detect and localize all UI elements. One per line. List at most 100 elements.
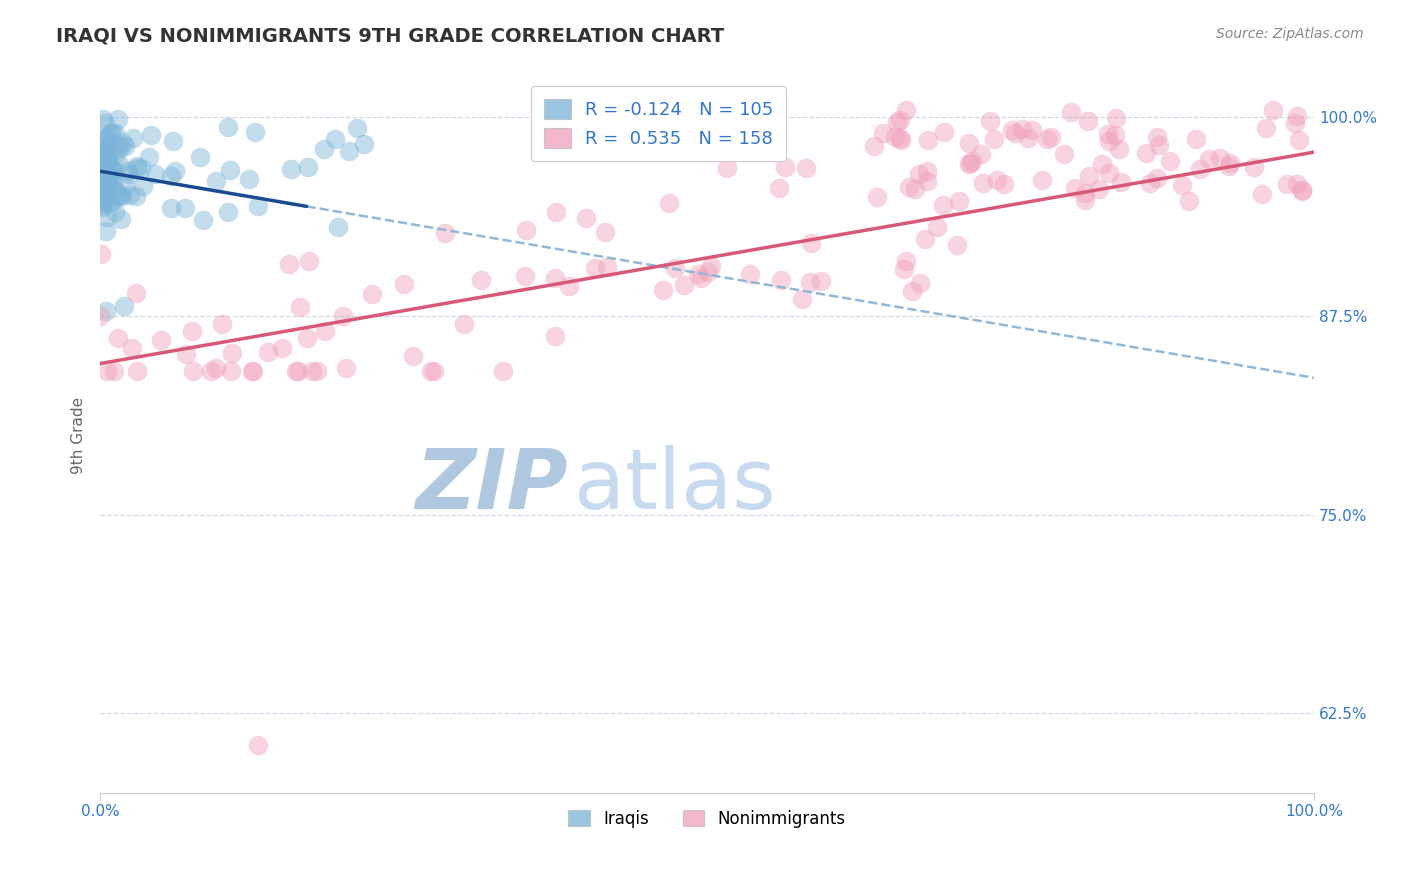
Point: [181, 324, 204, 338]
Point: [948, 194, 970, 208]
Point: [889, 131, 911, 145]
Point: [361, 287, 384, 301]
Point: [491, 364, 513, 378]
Point: [1077, 113, 1099, 128]
Point: [1286, 109, 1309, 123]
Point: [174, 346, 197, 360]
Point: [872, 126, 894, 140]
Point: [979, 114, 1001, 128]
Point: [93, 178, 115, 192]
Point: [1285, 177, 1308, 191]
Point: [1291, 183, 1313, 197]
Point: [143, 167, 166, 181]
Point: [740, 267, 762, 281]
Point: [558, 279, 581, 293]
Text: atlas: atlas: [574, 444, 775, 525]
Point: [114, 139, 136, 153]
Point: [91, 112, 114, 126]
Point: [897, 179, 920, 194]
Point: [894, 253, 917, 268]
Point: [217, 205, 239, 219]
Point: [1098, 166, 1121, 180]
Point: [790, 293, 813, 307]
Point: [90, 166, 112, 180]
Point: [94, 186, 117, 201]
Point: [200, 364, 222, 378]
Point: [211, 317, 233, 331]
Point: [97, 155, 120, 169]
Point: [957, 157, 980, 171]
Point: [686, 267, 709, 281]
Point: [277, 258, 299, 272]
Point: [1004, 126, 1026, 140]
Point: [149, 333, 172, 347]
Point: [298, 254, 321, 268]
Point: [101, 174, 124, 188]
Y-axis label: 9th Grade: 9th Grade: [72, 396, 86, 474]
Point: [1073, 186, 1095, 201]
Point: [129, 161, 152, 176]
Point: [1146, 170, 1168, 185]
Point: [104, 126, 127, 140]
Point: [1021, 123, 1043, 137]
Point: [205, 174, 228, 188]
Point: [1275, 178, 1298, 192]
Point: [544, 328, 567, 343]
Point: [1261, 103, 1284, 117]
Point: [111, 136, 134, 151]
Point: [219, 364, 242, 378]
Point: [100, 194, 122, 209]
Point: [287, 364, 309, 378]
Text: Source: ZipAtlas.com: Source: ZipAtlas.com: [1216, 27, 1364, 41]
Point: [664, 261, 686, 276]
Point: [90, 190, 112, 204]
Point: [946, 238, 969, 252]
Point: [420, 364, 443, 378]
Point: [1284, 116, 1306, 130]
Point: [132, 179, 155, 194]
Point: [246, 199, 269, 213]
Point: [271, 341, 294, 355]
Point: [97, 130, 120, 145]
Point: [295, 331, 318, 345]
Point: [193, 213, 215, 227]
Point: [1291, 184, 1313, 198]
Point: [139, 128, 162, 142]
Point: [159, 169, 181, 183]
Point: [889, 113, 911, 128]
Point: [1040, 130, 1063, 145]
Point: [96, 364, 118, 378]
Point: [97, 170, 120, 185]
Point: [96, 144, 118, 158]
Point: [160, 201, 183, 215]
Point: [1149, 137, 1171, 152]
Point: [94, 142, 117, 156]
Point: [323, 132, 346, 146]
Point: [242, 364, 264, 378]
Point: [1097, 127, 1119, 141]
Point: [101, 177, 124, 191]
Point: [917, 133, 939, 147]
Point: [903, 182, 925, 196]
Point: [96, 304, 118, 318]
Point: [716, 161, 738, 175]
Point: [690, 271, 713, 285]
Point: [1064, 180, 1087, 194]
Point: [91, 200, 114, 214]
Point: [111, 189, 134, 203]
Point: [301, 364, 323, 378]
Point: [91, 142, 114, 156]
Point: [1219, 155, 1241, 169]
Point: [97, 180, 120, 194]
Point: [94, 142, 117, 156]
Point: [1031, 173, 1053, 187]
Point: [89, 309, 111, 323]
Point: [544, 270, 567, 285]
Point: [894, 103, 917, 118]
Point: [125, 189, 148, 203]
Point: [97, 169, 120, 183]
Point: [915, 174, 938, 188]
Point: [90, 164, 112, 178]
Point: [908, 167, 931, 181]
Point: [125, 161, 148, 175]
